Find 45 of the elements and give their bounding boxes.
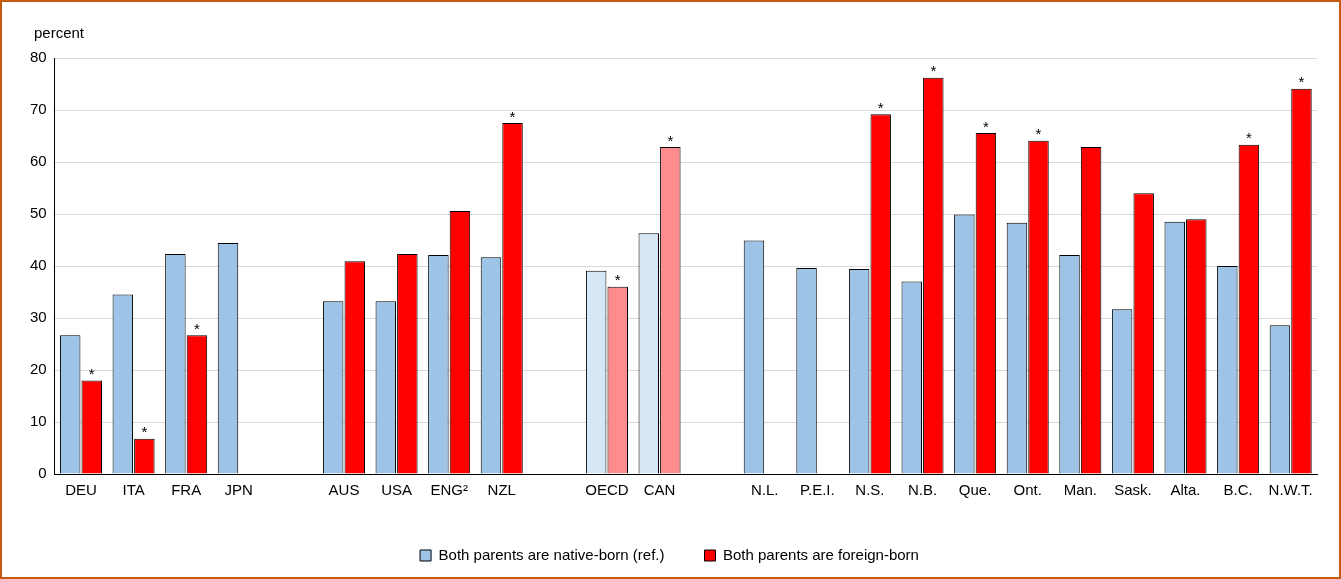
- x-tick-label: Sask.: [1114, 481, 1152, 499]
- y-axis-title: percent: [34, 24, 85, 42]
- y-tick-label: 10: [30, 412, 47, 430]
- data-label: *: [667, 131, 674, 149]
- x-tick-label: AUS: [328, 481, 360, 499]
- y-tick-label: 70: [30, 100, 47, 118]
- y-tick-label: 20: [30, 360, 47, 378]
- x-tick-label: CAN: [643, 481, 676, 499]
- data-label: *: [88, 365, 95, 383]
- x-tick-label: OECD: [585, 481, 629, 499]
- x-tick-label: Que.: [958, 481, 992, 499]
- x-tick-label: ITA: [122, 481, 145, 499]
- data-label: *: [194, 319, 201, 337]
- x-tick-label: N.L.: [750, 481, 779, 499]
- x-tick-label: N.B.: [907, 481, 938, 499]
- data-label: *: [614, 271, 621, 289]
- data-label: *: [141, 423, 148, 441]
- x-tick-label: Man.: [1063, 481, 1097, 499]
- x-tick-label: JPN: [224, 481, 253, 499]
- legend-label: Both parents are foreign-born: [723, 545, 919, 563]
- x-tick-label: ENG²: [430, 481, 468, 499]
- legend-label: Both parents are native-born (ref.): [438, 545, 665, 563]
- data-label: *: [877, 98, 884, 116]
- y-tick-label: 0: [38, 464, 47, 482]
- y-tick-label: 60: [30, 152, 47, 170]
- data-label: *: [1035, 125, 1042, 143]
- y-tick-label: 50: [30, 204, 47, 222]
- x-tick-label: N.W.T.: [1268, 481, 1313, 499]
- x-tick-label: FRA: [171, 481, 202, 499]
- y-tick-label: 40: [30, 256, 47, 274]
- x-tick-label: P.E.I.: [799, 481, 835, 499]
- x-tick-label: DEU: [65, 481, 97, 499]
- x-tick-label: USA: [381, 481, 412, 499]
- data-label: *: [1245, 129, 1252, 147]
- data-label: *: [982, 117, 989, 135]
- data-label: *: [1298, 73, 1305, 91]
- y-tick-label: 80: [30, 48, 47, 66]
- x-tick-label: B.C.: [1223, 481, 1253, 499]
- x-tick-label: N.S.: [855, 481, 885, 499]
- data-label: *: [509, 107, 516, 125]
- x-tick-label: NZL: [487, 481, 516, 499]
- x-tick-label: Alta.: [1170, 481, 1201, 499]
- y-tick-label: 30: [30, 308, 47, 326]
- x-tick-label: Ont.: [1013, 481, 1042, 499]
- data-label: *: [930, 62, 937, 80]
